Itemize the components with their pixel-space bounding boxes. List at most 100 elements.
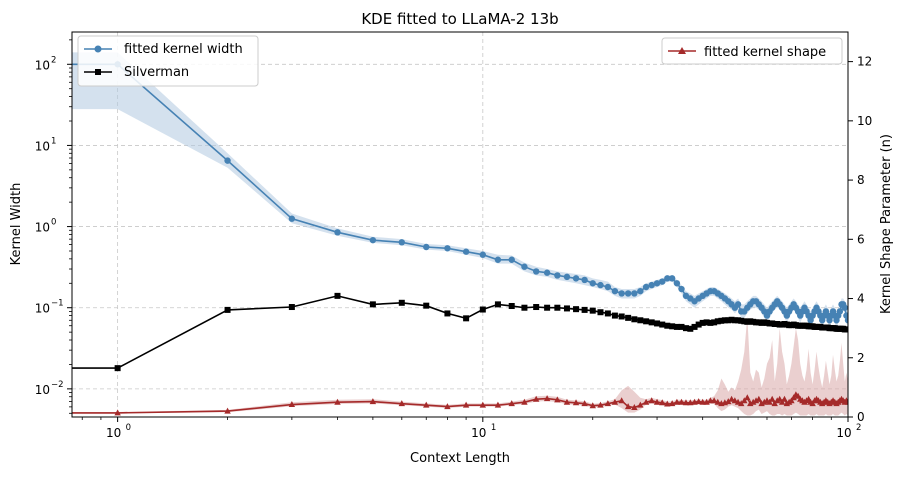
silverman-point: [738, 317, 745, 324]
y-tick-label: 10: [35, 383, 50, 397]
fitted-kernel-shape-point: [597, 401, 604, 408]
fitted-kernel-width-point: [423, 243, 430, 251]
silverman-point: [735, 317, 742, 324]
fitted-kernel-width-point: [554, 272, 561, 279]
silverman-point: [573, 306, 580, 313]
fitted-kernel-shape-point: [728, 395, 735, 402]
fitted-kernel-width-point: [843, 312, 848, 319]
fitted-kernel-shape-point: [768, 395, 776, 402]
y-tick-exponent: 2: [51, 55, 56, 65]
fitted-kernel-width-point: [673, 280, 681, 287]
fitted-kernel-width-point: [841, 304, 848, 311]
fitted-kernel-shape-point: [618, 397, 625, 404]
y-axis-label: Kernel Width: [9, 183, 24, 266]
fitted-kernel-width-point: [494, 256, 502, 263]
y2-tick-label: 0: [857, 410, 865, 424]
silverman-point: [554, 304, 561, 311]
silverman-point: [611, 312, 618, 319]
silverman-point: [669, 323, 676, 330]
fitted-kernel-width-point: [521, 263, 528, 270]
fitted-kernel-shape-point: [224, 407, 231, 414]
fitted-kernel-width-point: [288, 215, 296, 222]
fitted-kernel-width-point: [369, 236, 377, 244]
silverman-point: [718, 317, 725, 324]
fitted-kernel-width-point: [844, 317, 848, 324]
confidence-bands: [72, 52, 848, 416]
silverman-point: [741, 318, 748, 325]
fitted-kernel-shape-point: [462, 401, 470, 408]
silverman-point: [725, 317, 732, 324]
silverman-point: [721, 317, 728, 324]
silverman-point: [625, 314, 632, 321]
x-tick-exponent: 0: [126, 423, 131, 433]
y-tick-exponent: −2: [51, 380, 64, 390]
fitted-kernel-shape-point: [521, 398, 528, 405]
x-tick-label: 10: [106, 426, 121, 440]
fitted-kernel-shape-point: [369, 398, 377, 405]
silverman-point: [711, 319, 718, 326]
legend-label: fitted kernel shape: [704, 45, 826, 60]
silverman-point: [544, 304, 551, 311]
y2-tick-label: 8: [857, 173, 865, 187]
fitted-kernel-width-point: [668, 275, 676, 282]
fitted-kernel-shape-point: [444, 403, 451, 410]
silverman-point: [398, 299, 405, 306]
fitted-kernel-shape-point: [572, 399, 580, 406]
y2-tick-label: 4: [857, 292, 865, 306]
fitted-kernel-shape-point: [664, 400, 671, 407]
silverman-point: [604, 310, 611, 317]
silverman-point: [563, 305, 570, 312]
legend-marker-circle: [94, 45, 102, 53]
x-tick-label: 10: [836, 426, 851, 440]
legend-label: fitted kernel width: [124, 42, 243, 57]
silverman-point: [369, 301, 376, 308]
silverman-point: [687, 325, 694, 332]
fitted-kernel-shape-point: [648, 397, 655, 404]
fitted-kernel-shape-point: [508, 400, 515, 407]
fitted-kernel-width-point: [589, 280, 596, 287]
fitted-kernel-shape-point: [479, 401, 487, 408]
silverman-point: [479, 306, 486, 313]
fitted-kernel-width-point: [678, 285, 685, 293]
fitted-kernel-shape-point: [398, 400, 405, 407]
silverman-point: [508, 302, 515, 309]
fitted-kernel-shape-point: [114, 409, 121, 416]
fitted-kernel-width-point: [653, 280, 661, 287]
fitted-kernel-shape-point: [637, 401, 644, 408]
silverman-point: [731, 317, 738, 324]
silverman-point: [648, 319, 655, 326]
silverman-point: [695, 321, 702, 328]
fitted-kernel-width-point: [648, 281, 655, 289]
fitted-kernel-width-point: [572, 275, 580, 282]
fitted-kernel-width-point: [224, 157, 231, 164]
fitted-kernel-shape-point: [589, 402, 596, 409]
fitted-kernel-shape-band: [72, 316, 848, 416]
fitted-kernel-shape-point: [659, 399, 666, 406]
fitted-kernel-shape-point: [682, 399, 690, 406]
fitted-kernel-shape-point: [334, 398, 341, 405]
silverman-point: [114, 365, 121, 372]
silverman-point: [423, 302, 430, 309]
legend-marker-triangle: [678, 47, 686, 54]
y2-tick-label: 10: [857, 114, 872, 128]
silverman-point: [654, 320, 661, 327]
fitted-kernel-width-point: [597, 281, 604, 289]
fitted-kernel-shape-point: [695, 398, 702, 405]
silverman-point: [682, 325, 689, 332]
fitted-kernel-width-point: [624, 290, 632, 297]
fitted-kernel-width-point: [508, 256, 515, 263]
silverman-point: [699, 319, 706, 326]
fitted-kernel-width-point: [398, 239, 405, 246]
fitted-kernel-shape-point: [755, 395, 763, 402]
fitted-kernel-shape-point: [543, 395, 551, 402]
y-axis-right: 0 2 4 6 8 10 12: [848, 55, 872, 424]
y-tick-label: 10: [35, 58, 50, 72]
silverman-point: [288, 304, 295, 311]
legend-marker-square: [95, 69, 101, 75]
fitted-kernel-shape-point: [494, 401, 502, 408]
fitted-kernel-shape-point: [710, 397, 718, 404]
fitted-kernel-shape-point: [532, 395, 540, 402]
y2-axis-label: Kernel Shape Parameter (n): [879, 134, 894, 314]
silverman-point: [494, 301, 501, 308]
